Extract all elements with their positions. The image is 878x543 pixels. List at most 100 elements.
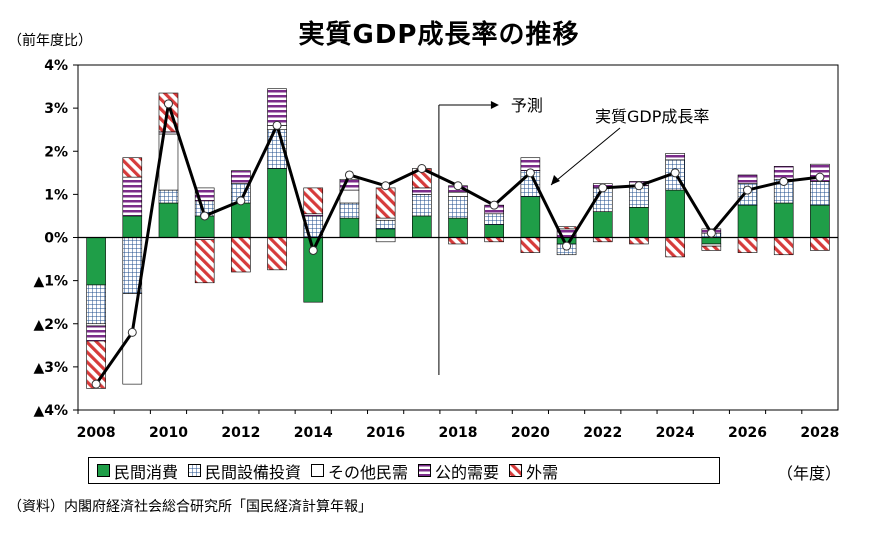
plot-area: 4% 3% 2% 1% 0% ▲1% ▲2% ▲3% ▲4% 2008 2010 2012 2014 20… [33,58,839,441]
bar-segment-1 [448,217,468,238]
bar-segment-1 [412,215,432,238]
legend-item-3: その他民需 [311,459,408,483]
bar-segment-3 [701,243,722,247]
x-tick-label: 2008 [77,425,116,441]
x-tick-label: 2026 [728,425,767,441]
gdp-point [417,164,427,173]
bar-segment-1 [339,217,360,238]
legend-label: 民間設備投資 [205,462,302,482]
bar-segment-1 [86,237,106,286]
bar-segment-1 [737,204,758,238]
bar-segment-2 [412,194,432,217]
bar-segment-3 [448,191,468,197]
bar-segment-1 [592,211,613,238]
gdp-point [489,200,499,210]
x-tick-label: 2020 [511,425,550,441]
bar-segment-4 [158,131,179,135]
bar-segment-3 [375,237,396,243]
legend-item-2: 民間設備投資 [188,459,301,483]
line-series-label: 実質GDP成長率 [595,107,709,126]
bar-segment-4 [122,176,143,217]
bar-segment-1 [231,202,251,238]
bar-segment-1 [773,202,794,238]
gdp-point [670,168,680,178]
bar-segment-2 [158,189,179,204]
x-axis-unit-label: （年度） [777,464,842,483]
bar-segment-5 [773,237,794,256]
gdp-point [344,170,354,180]
bar-segment-5 [737,237,758,253]
x-tick-label: 2014 [294,425,333,441]
bar-segment-4 [665,153,685,161]
bar-segment-4 [375,217,396,221]
bar-segment-5 [810,237,830,251]
legend-item-4: 公的需要 [418,459,499,483]
legend-swatch [311,464,325,477]
gdp-point [779,176,789,186]
bar-segment-4 [737,174,758,184]
x-tick-label: 2018 [439,425,478,441]
bar-segment-5 [375,187,396,219]
bar-segment-1 [665,189,685,238]
legend-label: 公的需要 [435,462,500,482]
legend-item-5: 外需 [509,459,558,483]
bar-segment-2 [375,219,396,230]
gdp-point [815,172,825,182]
x-tick-label: 2024 [656,425,695,441]
legend-item-1: 民間消費 [97,459,178,483]
gdp-point [525,168,535,178]
bar-segment-4 [412,187,432,195]
gdp-point [453,181,463,191]
gdp-point [236,196,246,206]
bar-segment-5 [701,245,722,251]
line-label-pointer [550,127,621,186]
gdp-point [706,228,716,238]
y-tick-label: ▲4% [33,403,68,419]
bar-segment-5 [194,239,215,284]
legend-swatch [188,464,202,477]
bar-segment-1 [810,204,830,238]
y-tick-label: ▲3% [33,360,68,376]
legend-label: その他民需 [328,462,409,482]
bar-segment-1 [484,224,504,238]
gdp-point [598,183,608,193]
forecast-arrow-head [490,101,499,109]
bar-segment-4 [267,88,287,126]
bar-segment-2 [448,196,468,219]
y-tick-label: ▲2% [33,317,68,333]
line-label-pointer-head [551,175,560,185]
bar-segment-3 [86,323,106,327]
gdp-point [272,120,282,130]
gdp-point [127,327,137,337]
bar-segment-4 [303,213,324,217]
bar-segment-1 [122,215,143,238]
x-tick-label: 2022 [583,425,622,441]
bar-segment-1 [520,196,541,238]
gdp-point [163,99,173,109]
y-axis-unit-label: （前年度比） [8,33,92,49]
bar-segment-4 [231,170,251,184]
gdp-point [562,241,572,251]
bar-segment-5 [122,157,143,178]
x-tick-label: 2012 [221,425,260,441]
bar-segment-5 [448,237,468,245]
legend-swatch [509,464,523,477]
bar-segment-5 [520,237,541,253]
bar-segment-3 [122,293,143,385]
gdp-point [91,379,101,389]
legend: 民間消費 民間設備投資 その他民需 公的需要 外需 [88,457,720,484]
legend-swatch [97,464,110,477]
y-tick-label: 4% [44,58,68,74]
bar-segment-1 [375,228,396,238]
y-tick-label: ▲1% [33,274,68,290]
x-tick-label: 2016 [366,425,405,441]
gdp-point [200,211,210,221]
bar-segment-2 [484,213,504,225]
bar-segment-1 [701,237,722,245]
bar-segment-5 [665,237,685,258]
gdp-point [743,185,753,195]
legend-label: 民間消費 [114,462,179,482]
y-tick-label: 0% [44,231,68,247]
bar-segment-1 [267,168,287,238]
